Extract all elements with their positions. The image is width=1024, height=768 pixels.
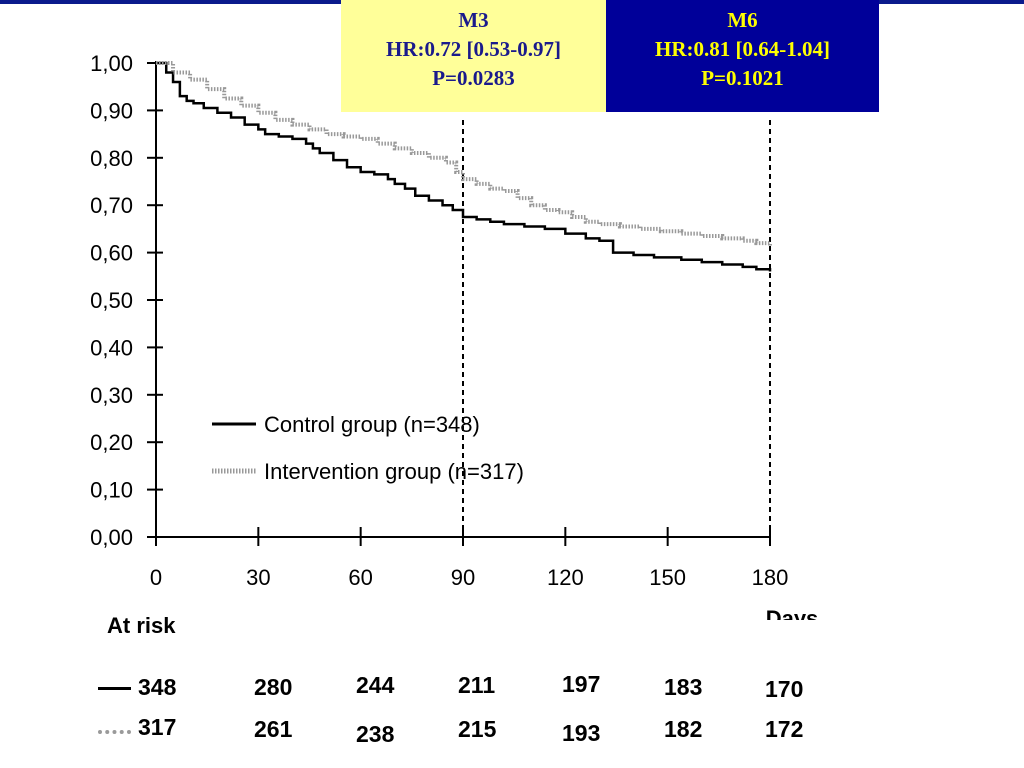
legend-label: Intervention group (n=317) bbox=[264, 459, 524, 484]
at-risk-label: At risk bbox=[107, 613, 176, 638]
y-tick-label: 0,50 bbox=[90, 288, 133, 313]
at-risk-cell: 348 bbox=[138, 674, 177, 700]
y-tick-label: 0,10 bbox=[90, 478, 133, 503]
at-risk-cell: 183 bbox=[664, 674, 703, 700]
y-tick-label: 0,60 bbox=[90, 241, 133, 266]
legend-label: Control group (n=348) bbox=[264, 412, 480, 437]
intervention-group-curve bbox=[156, 61, 772, 246]
y-tick-label: 1,00 bbox=[90, 51, 133, 76]
at-risk-cell: 261 bbox=[254, 716, 293, 742]
at-risk-cell: 193 bbox=[562, 720, 601, 746]
m6-hazard-ratio: HR:0.81 [0.64-1.04] bbox=[655, 37, 830, 61]
at-risk-cell: 182 bbox=[664, 716, 703, 742]
x-tick-label: 90 bbox=[451, 565, 475, 590]
at-risk-cell: 238 bbox=[356, 721, 395, 747]
m6-hazard-ratio-box: M6 HR:0.81 [0.64-1.04] P=0.1021 bbox=[606, 0, 879, 112]
y-tick-label: 0,30 bbox=[90, 383, 133, 408]
intervention-row-swatch bbox=[98, 730, 131, 734]
y-tick-label: 0,40 bbox=[90, 335, 133, 360]
x-tick-label: 150 bbox=[649, 565, 686, 590]
survival-chart: 0,00 0,10 0,20 0,30 0,40 0,50 0,60 0,70 0,80 0,90… bbox=[90, 51, 819, 620]
at-risk-cell: 197 bbox=[562, 671, 601, 697]
x-axis-label: Days bbox=[766, 606, 819, 620]
at-risk-cell: 215 bbox=[458, 716, 497, 742]
y-tick-label: 0,90 bbox=[90, 98, 133, 123]
control-row-swatch bbox=[98, 687, 131, 690]
x-tick-label: 0 bbox=[150, 565, 162, 590]
y-tick-label: 0,70 bbox=[90, 193, 133, 218]
m6-title: M6 bbox=[727, 8, 758, 32]
at-risk-cell: 211 bbox=[458, 672, 496, 698]
control-group-curve bbox=[156, 61, 772, 272]
at-risk-cell: 280 bbox=[254, 674, 293, 700]
x-tick-label: 60 bbox=[348, 565, 372, 590]
y-tick-label: 0,20 bbox=[90, 430, 133, 455]
x-tick-label: 30 bbox=[246, 565, 270, 590]
m6-p-value: P=0.1021 bbox=[701, 66, 784, 90]
m3-hazard-ratio-box: M3 HR:0.72 [0.53-0.97] P=0.0283 bbox=[341, 0, 606, 112]
at-risk-cell: 244 bbox=[356, 672, 395, 698]
x-tick-label: 180 bbox=[752, 565, 789, 590]
y-tick-label: 0,80 bbox=[90, 146, 133, 171]
at-risk-cell: 170 bbox=[765, 676, 804, 702]
m3-title: M3 bbox=[458, 8, 489, 32]
x-tick-label: 120 bbox=[547, 565, 584, 590]
y-tick-label: 0,00 bbox=[90, 525, 133, 550]
at-risk-cell: 317 bbox=[138, 714, 177, 740]
m3-hazard-ratio: HR:0.72 [0.53-0.97] bbox=[386, 37, 561, 61]
at-risk-cell: 172 bbox=[765, 716, 804, 742]
m3-p-value: P=0.0283 bbox=[432, 66, 515, 90]
